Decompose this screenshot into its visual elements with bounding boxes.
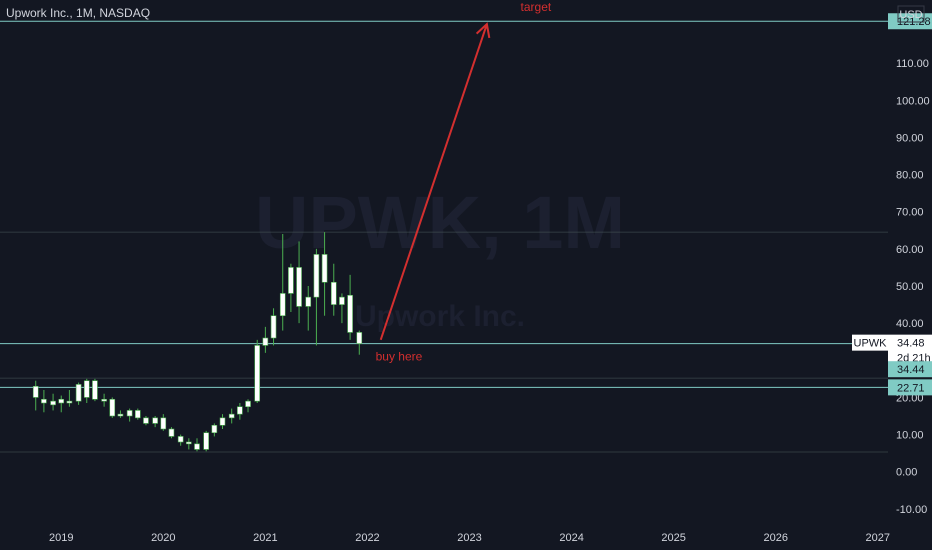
price-tick-label: 50.00 xyxy=(896,281,924,293)
candle-body xyxy=(83,380,90,398)
time-tick-label: 2021 xyxy=(253,532,277,544)
time-tick-label: 2026 xyxy=(763,532,787,544)
time-tick-label: 2025 xyxy=(661,532,685,544)
currency-label: USD xyxy=(899,9,922,21)
candle-body xyxy=(237,406,243,415)
arrow-head xyxy=(475,22,491,39)
price-tag-bg xyxy=(888,13,932,30)
price-axis-bg xyxy=(888,0,932,550)
candle-body xyxy=(194,443,200,450)
candle-body xyxy=(321,254,328,283)
time-tick-label: 2024 xyxy=(559,532,583,544)
candle-body xyxy=(58,398,65,404)
candle-body xyxy=(152,417,158,424)
price-tick-label: 60.00 xyxy=(896,244,924,256)
candle-body xyxy=(50,400,56,406)
chart-title: Upwork Inc., 1M, NASDAQ xyxy=(6,6,151,20)
price-tick-label: 100.00 xyxy=(896,95,930,107)
annotation-label: target xyxy=(521,0,552,14)
candle-body xyxy=(143,417,149,424)
price-tick-label: 90.00 xyxy=(896,132,924,144)
candle-body xyxy=(117,413,124,417)
candle-body xyxy=(305,296,312,307)
price-tag-bg xyxy=(888,379,932,396)
horizontal-lines xyxy=(0,20,888,453)
candle-body xyxy=(228,413,235,419)
price-tag-bg xyxy=(888,361,932,378)
time-tick-label: 2023 xyxy=(457,532,481,544)
time-tick-label: 2027 xyxy=(866,532,890,544)
time-tick-label: 2022 xyxy=(355,532,379,544)
candle-body xyxy=(347,294,353,333)
candle-body xyxy=(254,345,261,402)
price-tick-label: 40.00 xyxy=(896,318,924,330)
price-tick-label: 110.00 xyxy=(896,58,929,70)
candle-body xyxy=(339,296,345,305)
candle-body xyxy=(288,267,294,294)
annotation-label: buy here xyxy=(376,349,423,363)
candles xyxy=(32,232,363,452)
candle-body xyxy=(245,400,251,408)
price-tick-label: -10.00 xyxy=(896,504,927,516)
candle-body xyxy=(126,410,133,417)
last-price-label: 34.48 xyxy=(897,338,925,350)
candle-body xyxy=(66,400,73,404)
currency-box[interactable] xyxy=(897,5,925,23)
candle-body xyxy=(279,293,286,317)
candle-body xyxy=(92,380,98,400)
candle-body xyxy=(270,315,277,339)
price-tag-label: 22.71 xyxy=(897,382,925,394)
price-tick-label: 20.00 xyxy=(896,392,924,404)
symbol-tag-bg xyxy=(852,334,888,351)
watermark-name: Upwork Inc. xyxy=(355,300,525,333)
price-tick-label: 80.00 xyxy=(896,170,924,182)
candle-body xyxy=(101,398,107,402)
time-tick-label: 2019 xyxy=(49,532,73,544)
target-arrow xyxy=(379,23,488,341)
time-tick-label: 2020 xyxy=(151,532,175,544)
candle-body xyxy=(356,332,363,344)
time-axis[interactable]: 2019 2020 2021 2022 2023 2024 2025 2026 2027 xyxy=(49,532,890,544)
symbol-tag-label: UPWK xyxy=(854,338,888,350)
candle-body xyxy=(160,417,167,430)
candle-body xyxy=(330,281,337,305)
candle-body xyxy=(109,398,116,417)
candle-body xyxy=(211,424,218,434)
price-tick-label: 0.00 xyxy=(896,467,917,479)
candle-body xyxy=(313,254,320,298)
candle-body xyxy=(177,436,184,443)
candle-body xyxy=(203,432,209,450)
candle-body xyxy=(75,384,82,402)
candle-body xyxy=(186,441,192,445)
candle-body xyxy=(41,398,47,404)
candle-body xyxy=(134,410,141,419)
candle-body xyxy=(219,417,226,426)
annotations: target buy here xyxy=(376,0,552,363)
candle-body xyxy=(168,428,175,437)
price-tag-label: 34.44 xyxy=(897,364,925,376)
candle-body xyxy=(32,385,39,398)
price-tick-label: 10.00 xyxy=(896,430,924,442)
price-tick-label: 70.00 xyxy=(896,207,924,219)
candle-body xyxy=(262,337,269,346)
candle-body xyxy=(296,267,302,307)
watermark-symbol: UPWK, 1M xyxy=(255,181,625,264)
